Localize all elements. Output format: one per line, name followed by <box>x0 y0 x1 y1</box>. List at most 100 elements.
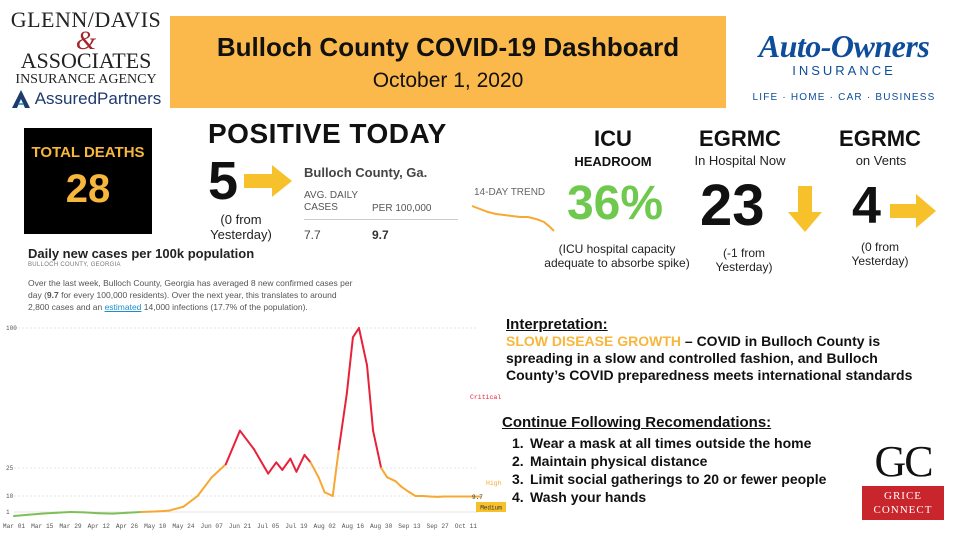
estimated-link[interactable]: estimated <box>104 302 142 312</box>
series-segment <box>27 512 44 516</box>
list-item-num: 2. <box>512 453 524 469</box>
y-tick-label: 1 <box>6 509 10 516</box>
arrow-right-icon <box>244 165 292 197</box>
x-tick-label: Sep 13 <box>398 523 421 530</box>
auto-owners-tagline: LIFE · HOME · CAR · BUSINESS <box>752 92 936 103</box>
list-item: 2. Maintain physical distance <box>512 452 826 470</box>
series-segment <box>345 336 354 395</box>
threshold-medium-badge <box>476 502 506 512</box>
hospital-note: (-1 from Yesterday) <box>715 246 773 274</box>
glenn-davis-logo: GLENN/DAVIS & ASSOCIATES INSURANCE AGENC… <box>4 8 168 110</box>
list-item-num: 3. <box>512 471 524 487</box>
series-segment <box>41 511 58 515</box>
title-banner: Bulloch County COVID-19 Dashboard Octobe… <box>170 16 726 108</box>
x-tick-label: Jun 21 <box>229 523 252 530</box>
series-segment <box>351 327 360 339</box>
x-tick-label: May 24 <box>172 523 195 530</box>
stats-col1-value: 7.7 <box>304 228 321 242</box>
series-segment <box>317 476 326 494</box>
positive-today-note: (0 from Yesterday) <box>210 212 272 242</box>
series-segment <box>323 491 334 497</box>
y-tick-label: 10 <box>6 493 14 500</box>
stats-divider <box>304 219 458 220</box>
total-deaths-card: TOTAL DEATHS 28 <box>24 128 152 234</box>
arrow-down-icon <box>788 186 822 232</box>
total-deaths-label: TOTAL DEATHS <box>31 144 145 161</box>
icu-title: ICU <box>594 126 632 151</box>
list-item-text: Limit social gatherings to 20 or fewer p… <box>530 471 827 487</box>
grice-connect-logo: GC GRICE CONNECT <box>862 440 944 522</box>
series-segment <box>140 510 157 513</box>
vents-note: (0 from Yesterday) <box>851 240 909 268</box>
threshold-critical-label: Critical <box>470 394 501 401</box>
series-segment <box>357 327 369 367</box>
interpretation-text: – COVID in Bulloch County is spreading i… <box>506 333 913 383</box>
arrow-right-icon <box>890 194 936 228</box>
series-segment <box>182 495 199 508</box>
x-tick-label: Apr 26 <box>116 523 139 530</box>
series-segment <box>154 509 171 513</box>
series-segment <box>267 461 278 475</box>
logo-line-2: ASSOCIATES <box>20 48 152 73</box>
logo-line-1: GLENN/DAVIS <box>10 7 162 32</box>
trend-sparkline <box>471 205 555 232</box>
series-segment <box>303 453 312 464</box>
series-segment <box>253 448 270 475</box>
grice-line-1: GRICE <box>884 490 922 502</box>
vents-subtitle: on Vents <box>855 153 907 168</box>
logo-line-4: AssuredPartners <box>34 89 162 108</box>
stats-col2-value: 9.7 <box>372 228 389 242</box>
series-segment <box>400 485 411 494</box>
list-item-text: Maintain physical distance <box>530 453 708 469</box>
cases-chart: 1 10 25 100 Mar 01 Mar 15 Mar 29 Apr 12 Apr 26 Ma… <box>3 325 506 530</box>
x-tick-label: Oct 11 <box>455 523 478 530</box>
interpretation-block: Interpretation: SLOW DISEASE GROWTH – CO… <box>506 316 916 384</box>
page-date: October 1, 2020 <box>372 69 524 92</box>
x-tick-label: Apr 12 <box>88 523 111 530</box>
threshold-medium-label: Medium <box>480 505 502 512</box>
series-segment <box>275 461 284 471</box>
series-segment <box>196 476 213 497</box>
positive-today-value: 5 <box>208 151 239 211</box>
vents-value: 4 <box>852 177 881 235</box>
logo-line-3: INSURANCE AGENCY <box>15 72 157 87</box>
list-item: 1. Wear a mask at all times outside the h… <box>512 434 826 452</box>
series-segment <box>55 511 72 514</box>
logo-ampersand: & <box>75 26 97 55</box>
stats-county: Bulloch County, Ga. <box>304 165 428 180</box>
assured-partners-row: AssuredPartners <box>4 89 168 109</box>
series-segment <box>210 463 227 479</box>
list-item-num: 1. <box>512 435 524 451</box>
grice-line-2: CONNECT <box>873 504 933 516</box>
list-item-num: 4. <box>512 489 524 505</box>
series-segment <box>111 511 128 515</box>
y-tick-label: 100 <box>6 325 17 332</box>
x-tick-label: May 10 <box>144 523 167 530</box>
series-segment <box>295 453 306 473</box>
current-value-label: 9.7 <box>472 494 483 501</box>
interpretation-highlight: SLOW DISEASE GROWTH <box>506 333 681 349</box>
series-segment <box>13 513 30 517</box>
total-deaths-value: 28 <box>65 167 111 211</box>
page-title: Bulloch County COVID-19 Dashboard <box>216 32 680 62</box>
hospital-subtitle: In Hospital Now <box>694 153 786 168</box>
y-tick-label: 25 <box>6 465 14 472</box>
auto-owners-sub: INSURANCE <box>792 63 896 78</box>
recommendations-heading: Continue Following Recomendations: <box>502 414 772 431</box>
list-item-text: Wash your hands <box>530 489 647 505</box>
assured-partners-icon <box>11 90 30 108</box>
x-tick-label: Mar 29 <box>59 523 82 530</box>
interpretation-heading: Interpretation: <box>506 316 608 333</box>
stats-col1-header: AVG. DAILY CASES <box>304 190 358 213</box>
series-segment <box>372 429 383 469</box>
series-segment <box>309 461 320 479</box>
x-tick-label: Aug 02 <box>314 523 337 530</box>
icu-subtitle: HEADROOM <box>574 154 652 169</box>
series-segment <box>386 476 397 483</box>
icu-value: 36% <box>566 177 664 230</box>
series-segment <box>289 457 298 473</box>
series-segment <box>238 429 256 451</box>
list-item: 3. Limit social gatherings to 20 or fewer… <box>512 470 826 488</box>
series-segment <box>125 511 143 514</box>
recommendations-list: 1. Wear a mask at all times outside the h… <box>512 434 826 506</box>
